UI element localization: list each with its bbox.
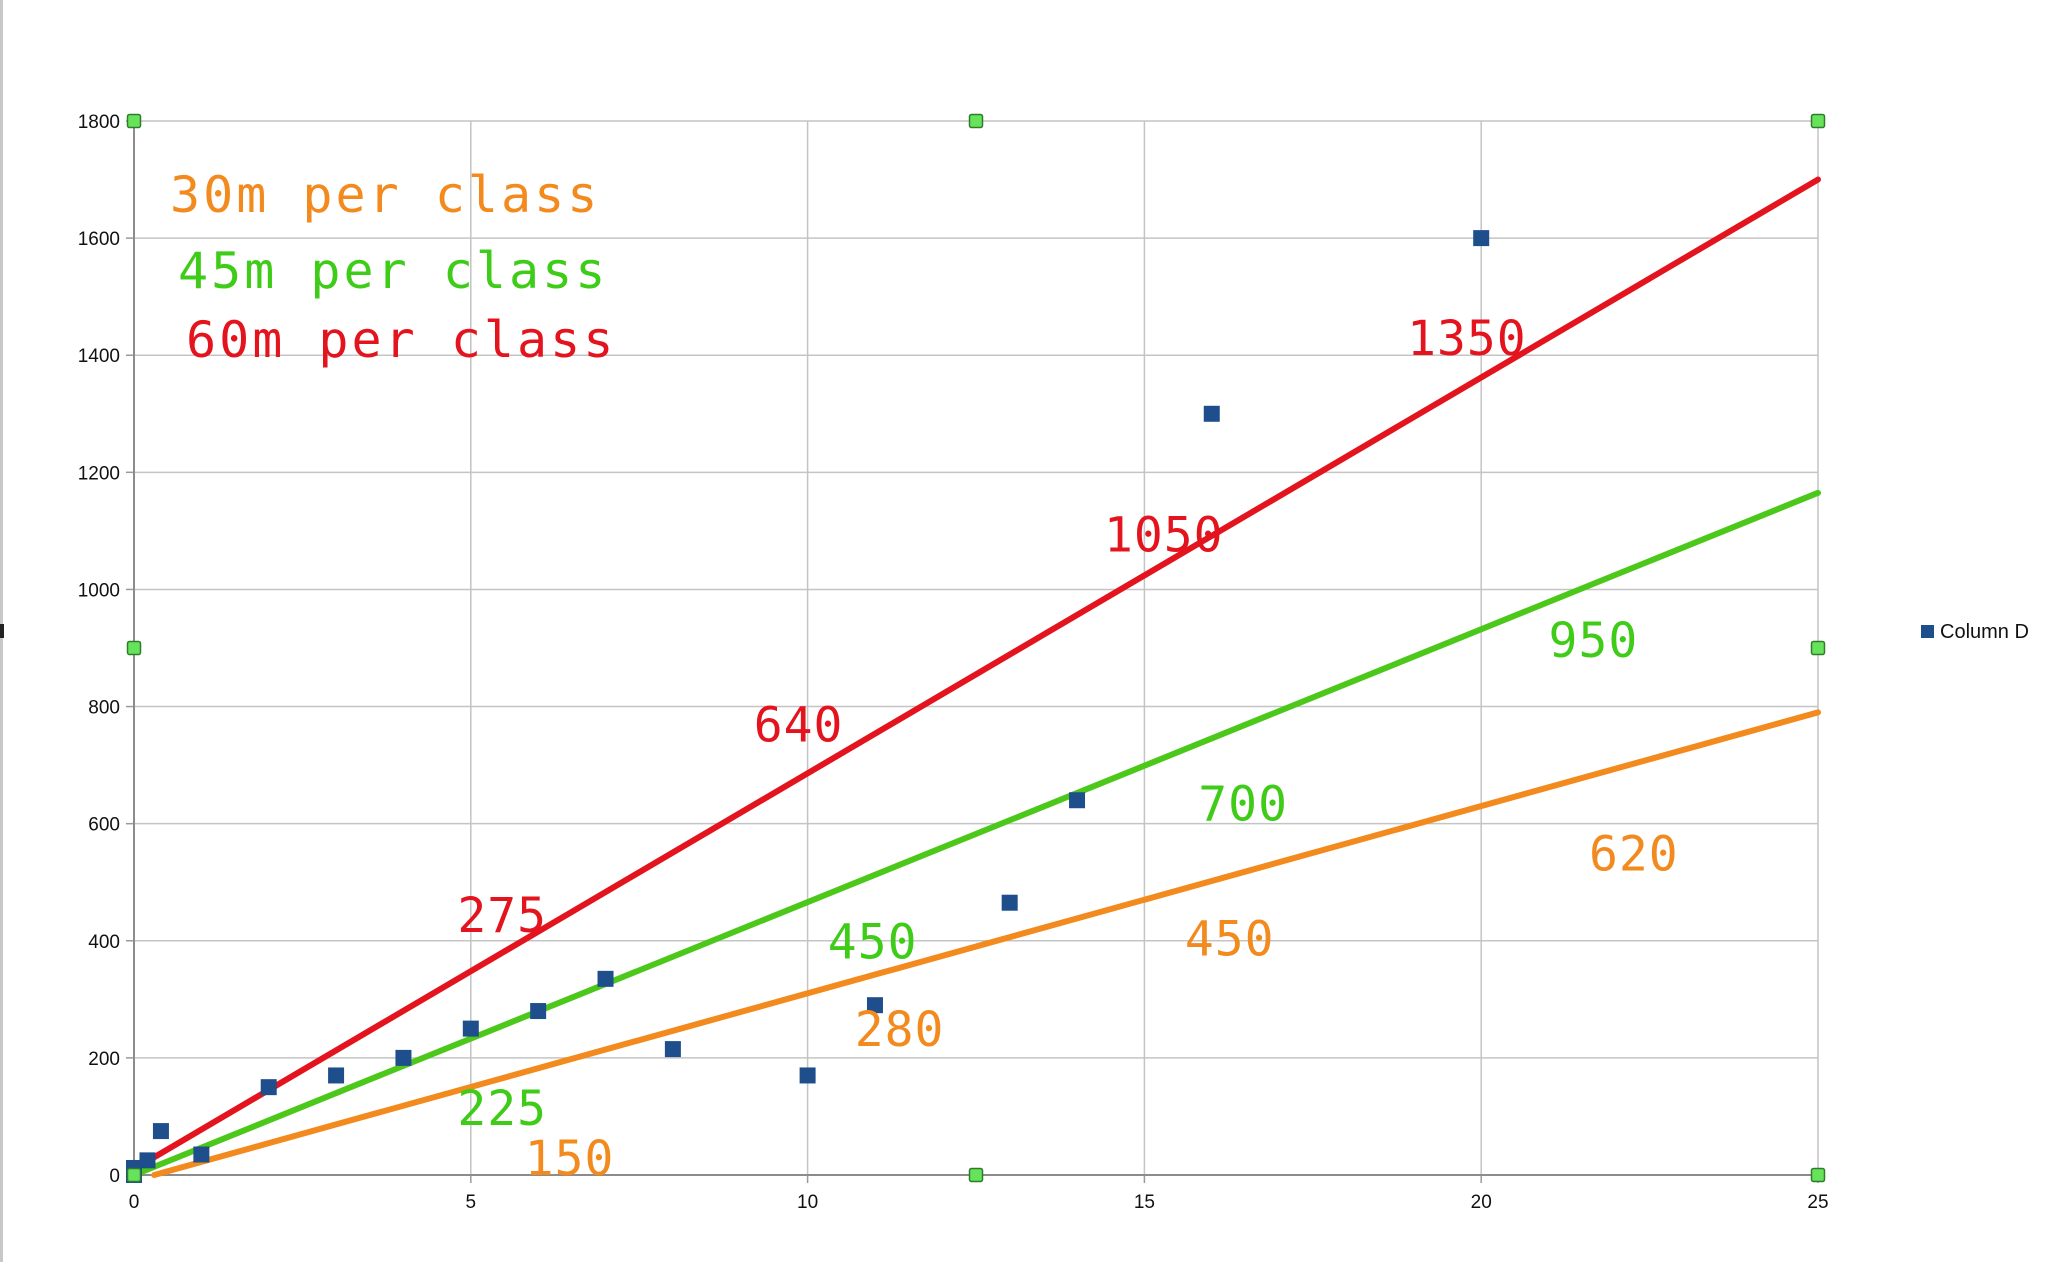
trend-line (151, 709, 1821, 1178)
handwritten-annotations: 1350 1050 640 275 950 700 450 225 620 450 280 150 (457, 311, 1679, 1187)
x-tick-label: 25 (1807, 1192, 1828, 1213)
annotation-text: 700 (1198, 777, 1288, 833)
note-text: 45m per class (178, 242, 608, 300)
data-point (1203, 405, 1220, 422)
selection-handle[interactable] (126, 113, 142, 129)
data-point (866, 997, 883, 1014)
data-point (152, 1123, 169, 1140)
grid-lines (133, 120, 1819, 1176)
selection-handle[interactable] (1810, 1167, 1826, 1183)
note-text: 30m per class (170, 166, 600, 224)
annotation-text: 620 (1589, 827, 1679, 883)
data-point (395, 1049, 412, 1066)
y-axis-tick-labels: 0 200 400 600 800 1000 1200 1400 1600 1800 (78, 112, 120, 1187)
selection-handle[interactable] (1810, 113, 1826, 129)
data-point (139, 1152, 156, 1169)
annotation-text: 450 (1185, 911, 1275, 967)
data-point (260, 1079, 277, 1096)
data-point (1001, 894, 1018, 911)
annotation-text: 225 (457, 1081, 547, 1137)
data-point (1069, 792, 1086, 809)
y-tick-label: 200 (88, 1049, 120, 1070)
y-tick-label: 1200 (78, 463, 120, 484)
data-point (193, 1146, 210, 1163)
x-axis-tick-labels: 0 5 10 15 20 25 (129, 1192, 1829, 1213)
data-point (799, 1067, 816, 1084)
annotation-text: 280 (855, 1002, 945, 1058)
x-tick-label: 10 (797, 1192, 818, 1213)
y-tick-label: 0 (109, 1166, 120, 1187)
y-tick-label: 400 (88, 932, 120, 953)
selection-handle[interactable] (1810, 640, 1826, 656)
trend-line (131, 176, 1821, 1173)
selection-handle[interactable] (126, 1167, 142, 1183)
y-tick-label: 600 (88, 815, 120, 836)
annotation-text: 1050 (1104, 507, 1224, 563)
data-point (597, 970, 614, 987)
x-tick-label: 20 (1471, 1192, 1492, 1213)
data-point (1473, 230, 1490, 247)
y-tick-label: 1800 (78, 112, 120, 133)
trend-lines (131, 176, 1821, 1178)
annotation-text: 1350 (1407, 311, 1527, 367)
y-tick-label: 1400 (78, 346, 120, 367)
annotation-text: 950 (1549, 613, 1639, 669)
legend-label: Column D (1940, 621, 2029, 643)
selection-handle[interactable] (126, 640, 142, 656)
data-point (664, 1041, 681, 1058)
note-text: 60m per class (186, 311, 616, 369)
annotation-text: 640 (754, 698, 844, 754)
y-tick-label: 1000 (78, 580, 120, 601)
data-point (328, 1067, 345, 1084)
trend-line (131, 489, 1821, 1178)
selection-handles[interactable] (126, 113, 1826, 1183)
y-tick-label: 1600 (78, 229, 120, 250)
selection-handle[interactable] (968, 113, 984, 129)
handwritten-notes: 30m per class 45m per class 60m per class (170, 166, 616, 369)
annotation-text: 450 (828, 914, 918, 970)
annotation-text: 150 (525, 1131, 615, 1187)
x-tick-label: 5 (466, 1192, 477, 1213)
legend-swatch (1921, 625, 1934, 638)
legend: Column D (1921, 621, 2029, 643)
data-point (462, 1020, 479, 1037)
y-tick-label: 800 (88, 698, 120, 719)
selection-handle[interactable] (968, 1167, 984, 1183)
annotation-text: 275 (457, 888, 547, 944)
x-tick-label: 0 (129, 1192, 140, 1213)
x-tick-label: 15 (1134, 1192, 1155, 1213)
data-point (530, 1003, 547, 1020)
window-edge-marker (0, 624, 4, 638)
